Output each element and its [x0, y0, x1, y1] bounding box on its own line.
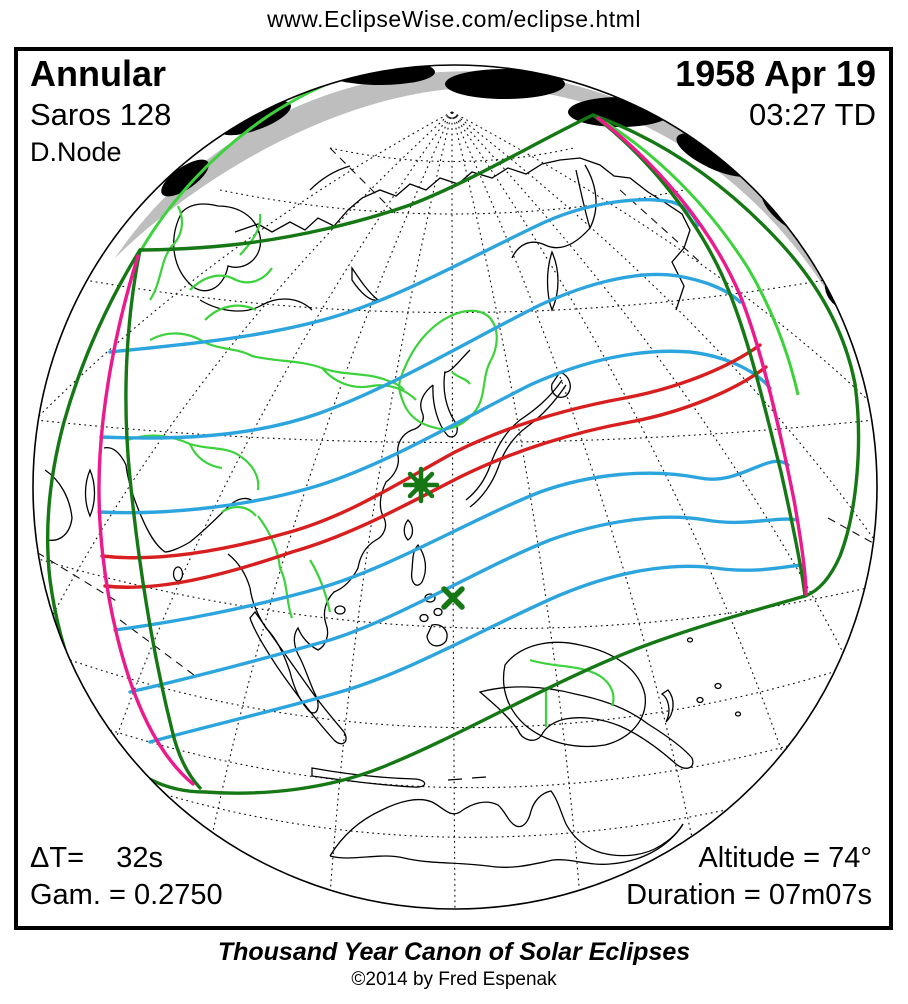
- delta-t-label: ΔT= 32s: [30, 842, 164, 874]
- eclipse-time-label: 03:27 TD: [749, 97, 876, 132]
- greatest-duration-marker: [441, 586, 465, 610]
- eclipse-info-bottom-left: ΔT= 32s Gam. = 0.2750: [30, 844, 223, 910]
- eclipse-info-bottom-right: Altitude = 74° Duration = 07m07s: [626, 844, 872, 910]
- coastlines: [44, 157, 742, 868]
- sunrise-sunset-curves: [97, 116, 808, 786]
- gamma-label: Gam. = 0.2750: [30, 879, 223, 911]
- country-borders: [127, 205, 615, 727]
- map-frame: [14, 47, 893, 930]
- greatest-eclipse-marker: [402, 466, 440, 504]
- page-url-text: www.EclipseWise.com/eclipse.html: [267, 6, 641, 32]
- eclipse-info-top-right: 1958 Apr 19 03:27 TD: [675, 53, 876, 132]
- dashed-graticule-segments: [33, 147, 877, 679]
- node-label: D.Node: [30, 137, 122, 167]
- saros-label: Saros 128: [30, 97, 172, 132]
- eclipse-info-top-left: Annular Saros 128 D.Node: [30, 56, 171, 166]
- penumbra-limits: [46, 113, 861, 795]
- eclipse-type-label: Annular: [30, 53, 167, 94]
- copyright-text: ©2014 by Fred Espenak: [351, 969, 557, 990]
- magnitude-contours: [97, 198, 804, 744]
- eclipse-date-label: 1958 Apr 19: [675, 53, 876, 94]
- central-path: [100, 343, 768, 589]
- duration-label: Duration = 07m07s: [626, 879, 872, 911]
- altitude-label: Altitude = 74°: [698, 842, 872, 874]
- graticule-meridians: [34, 111, 877, 909]
- globe-outline: [32, 64, 878, 910]
- canon-title: Thousand Year Canon of Solar Eclipses: [217, 938, 691, 966]
